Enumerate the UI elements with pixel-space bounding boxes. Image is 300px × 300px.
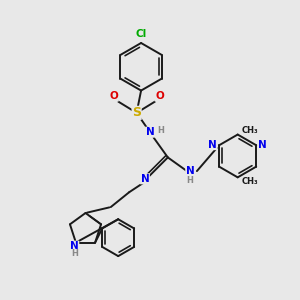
Text: O: O	[110, 91, 118, 101]
Text: H: H	[157, 126, 164, 135]
Text: N: N	[146, 127, 154, 137]
Text: S: S	[132, 106, 141, 119]
Text: N: N	[141, 174, 149, 184]
Text: N: N	[70, 241, 79, 251]
Text: O: O	[155, 91, 164, 101]
Text: N: N	[186, 166, 194, 176]
Text: Cl: Cl	[136, 29, 147, 39]
Text: N: N	[258, 140, 267, 150]
Text: H: H	[71, 249, 78, 258]
Text: N: N	[208, 140, 217, 150]
Text: CH₃: CH₃	[242, 126, 259, 135]
Text: H: H	[187, 176, 194, 185]
Text: CH₃: CH₃	[242, 177, 259, 186]
